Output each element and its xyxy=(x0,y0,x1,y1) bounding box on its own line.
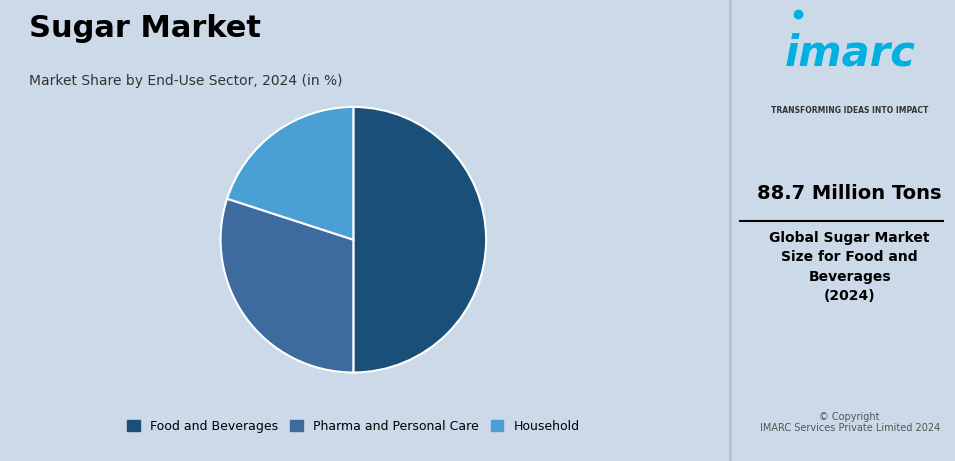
Text: 88.7 Million Tons: 88.7 Million Tons xyxy=(757,184,942,203)
Wedge shape xyxy=(227,107,353,240)
Wedge shape xyxy=(221,199,353,372)
Text: imarc: imarc xyxy=(784,32,915,74)
Text: Global Sugar Market
Size for Food and
Beverages
(2024): Global Sugar Market Size for Food and Be… xyxy=(770,230,930,303)
Legend: Food and Beverages, Pharma and Personal Care, Household: Food and Beverages, Pharma and Personal … xyxy=(121,414,585,439)
Wedge shape xyxy=(353,107,486,372)
Text: © Copyright
IMARC Services Private Limited 2024: © Copyright IMARC Services Private Limit… xyxy=(759,412,940,433)
Text: Market Share by End-Use Sector, 2024 (in %): Market Share by End-Use Sector, 2024 (in… xyxy=(29,74,342,88)
Text: Sugar Market: Sugar Market xyxy=(29,14,261,43)
Text: TRANSFORMING IDEAS INTO IMPACT: TRANSFORMING IDEAS INTO IMPACT xyxy=(771,106,928,115)
